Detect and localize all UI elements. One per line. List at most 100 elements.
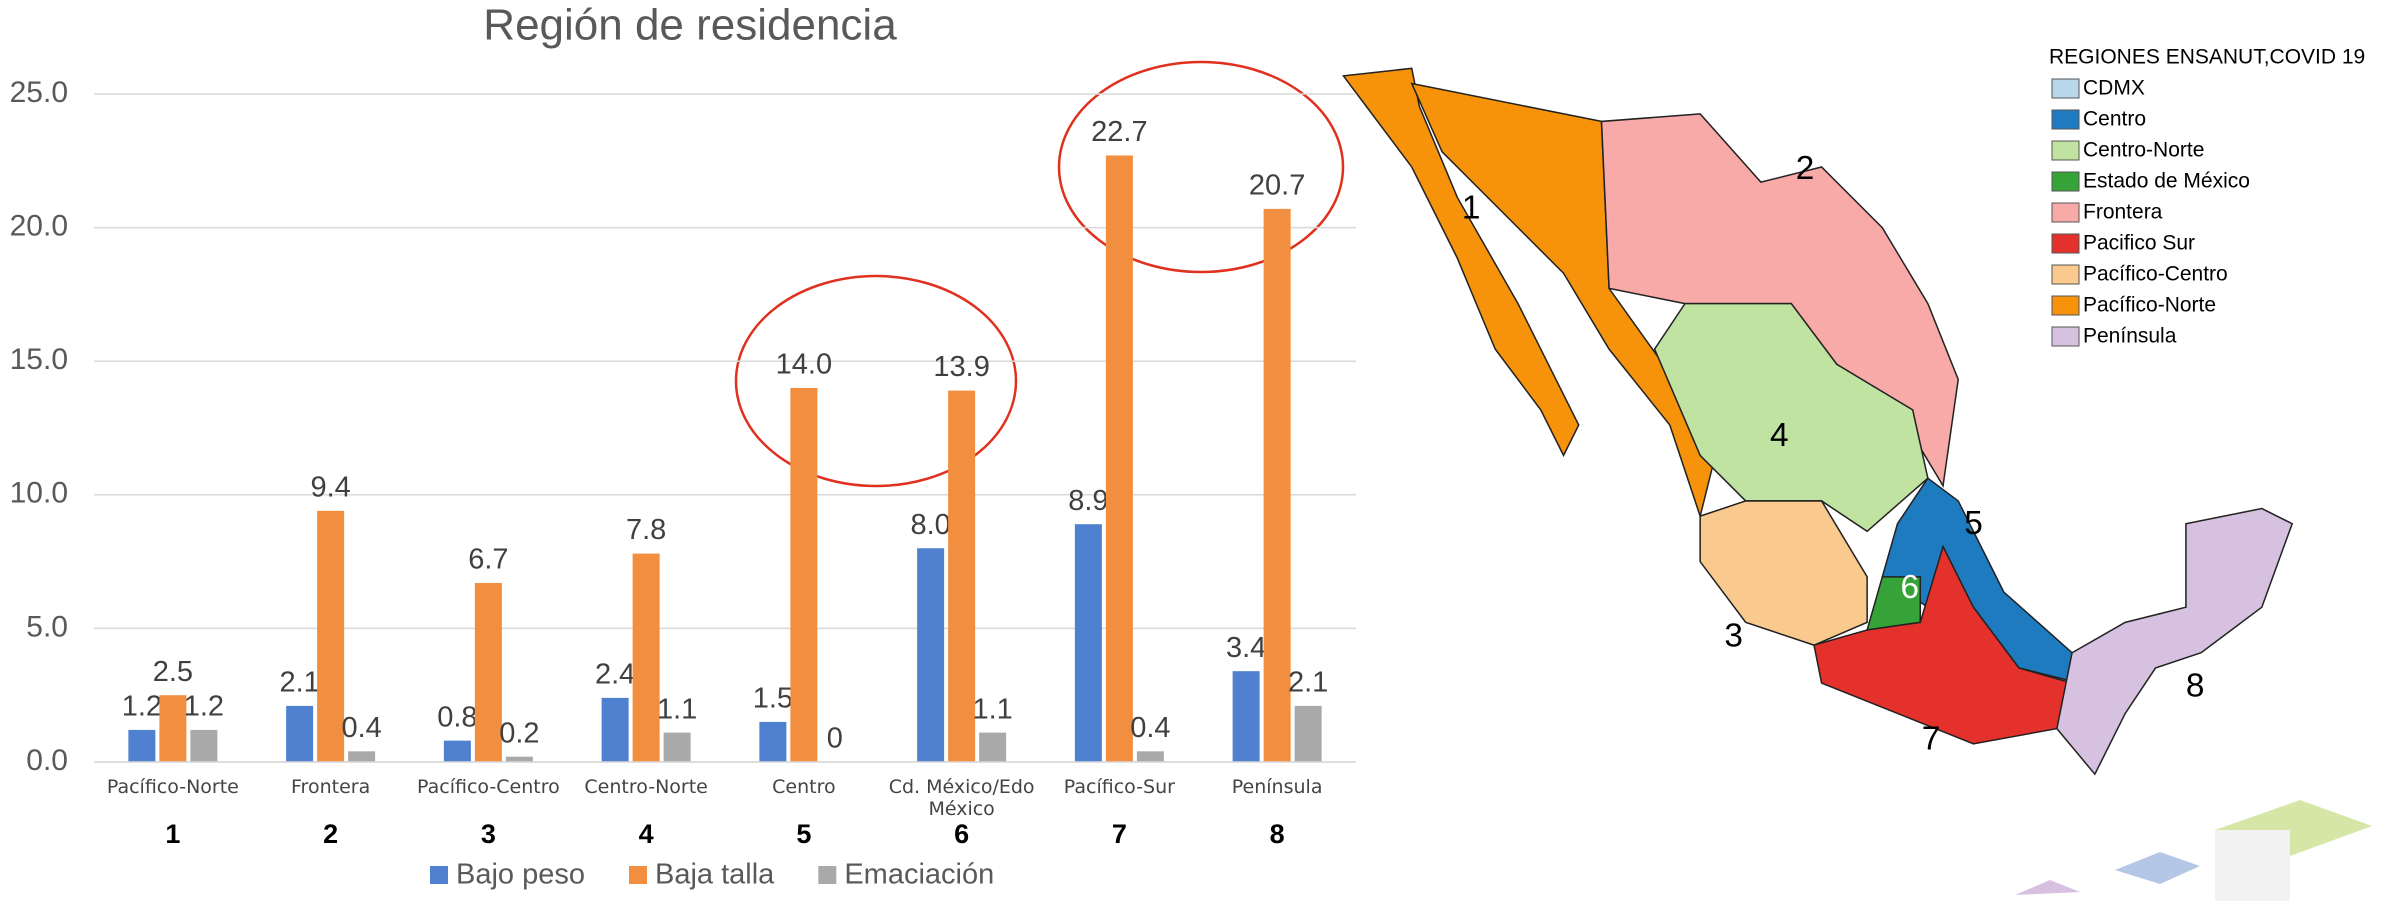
bar xyxy=(474,582,502,762)
value-label: 1.1 xyxy=(657,693,697,725)
region-pacifico-centro xyxy=(1699,500,1868,646)
bar xyxy=(917,548,945,762)
region-peninsula xyxy=(2056,507,2294,776)
category-number: 6 xyxy=(954,819,969,849)
category-number: 2 xyxy=(323,819,338,849)
value-label: 9.4 xyxy=(310,471,350,503)
value-label: 2.5 xyxy=(153,656,193,688)
bar xyxy=(632,553,660,762)
bar xyxy=(1232,671,1260,762)
map-legend-swatch xyxy=(2051,295,2080,316)
bar xyxy=(1074,524,1102,762)
region-pacifico-norte xyxy=(1342,67,1580,458)
value-label: 1.2 xyxy=(184,691,224,723)
value-label: 0.8 xyxy=(437,701,477,733)
map-legend-swatch xyxy=(2051,140,2080,161)
bar xyxy=(190,729,218,762)
map-legend-swatch xyxy=(2051,233,2080,254)
value-label: 14.0 xyxy=(776,349,832,381)
legend-label: Baja talla xyxy=(655,859,775,891)
category-number: 1 xyxy=(165,819,180,849)
value-label: 20.7 xyxy=(1249,170,1305,202)
bar xyxy=(790,387,818,762)
bar xyxy=(759,721,787,762)
x-tick-label: Cd. México/Edo México xyxy=(888,776,1035,820)
value-label: 8.0 xyxy=(910,509,950,541)
highlight-circle xyxy=(1057,60,1345,274)
bar xyxy=(979,732,1007,762)
highlight-circle xyxy=(734,274,1018,488)
value-label: 6.7 xyxy=(468,544,508,576)
x-tick-label-box: Pacífico-Sur xyxy=(1064,776,1175,798)
region-labels: 1 2 3 4 5 6 7 8 xyxy=(1462,150,2205,758)
region-number: 6 xyxy=(1901,569,1920,606)
map-legend-swatch xyxy=(2051,171,2080,192)
value-label: 7.8 xyxy=(626,514,666,546)
category-number: 7 xyxy=(1112,819,1127,849)
x-tick-label: Centro-Norte xyxy=(584,776,708,798)
bar xyxy=(443,740,471,762)
y-tick-label: 10.0 xyxy=(10,477,68,510)
map-legend-label: Pacífico-Centro xyxy=(2083,263,2228,286)
x-tick-label: Centro xyxy=(772,776,836,798)
map-legend-swatch xyxy=(2051,202,2080,223)
value-label: 0 xyxy=(827,723,843,755)
value-label: 3.4 xyxy=(1226,632,1266,664)
region-number: 7 xyxy=(1922,721,1941,758)
bar xyxy=(505,756,533,762)
bar xyxy=(1105,155,1133,762)
y-tick-label: 25.0 xyxy=(10,76,68,109)
map-legend-label: Pacifico Sur xyxy=(2083,232,2195,255)
bar xyxy=(948,390,976,762)
region-number: 5 xyxy=(1964,505,1983,542)
value-label: 0.4 xyxy=(1130,712,1170,744)
map-legend-label: Estado de México xyxy=(2083,170,2250,193)
x-tick-label-box: Cd. México/Edo México xyxy=(888,776,1035,820)
region-number: 4 xyxy=(1770,417,1789,454)
bar xyxy=(1294,705,1322,762)
map: 1 2 3 4 5 6 7 8 xyxy=(1342,67,2294,776)
map-legend-label: Centro-Norte xyxy=(2083,139,2204,162)
value-label: 2.1 xyxy=(279,667,319,699)
x-tick-label-box: Centro-Norte xyxy=(584,776,708,798)
map-legend-title: REGIONES ENSANUT,COVID 19 xyxy=(2049,46,2365,69)
category-number: 8 xyxy=(1270,819,1285,849)
region-number: 3 xyxy=(1724,617,1743,654)
bar xyxy=(601,697,629,762)
region-number: 1 xyxy=(1462,189,1481,226)
value-label: 0.4 xyxy=(341,712,381,744)
bar xyxy=(1136,751,1164,762)
value-label: 1.1 xyxy=(972,693,1012,725)
legend-swatch xyxy=(629,866,647,884)
legend-label: Bajo peso xyxy=(456,859,585,891)
map-legend-swatch xyxy=(2051,78,2080,99)
bar xyxy=(317,510,345,762)
value-label: 1.5 xyxy=(753,683,793,715)
y-tick-label: 0.0 xyxy=(26,744,68,777)
value-label: 22.7 xyxy=(1091,116,1147,148)
bar xyxy=(128,729,156,762)
region-number: 2 xyxy=(1796,150,1815,187)
y-tick-label: 5.0 xyxy=(26,610,68,643)
legend-swatch xyxy=(818,866,837,884)
bar xyxy=(1263,208,1291,762)
x-tick-label: Frontera xyxy=(291,776,371,798)
value-label: 0.2 xyxy=(499,717,539,749)
region-centro-norte xyxy=(1653,302,1929,533)
map-legend-swatch xyxy=(2051,264,2080,285)
bar xyxy=(348,751,376,762)
chart-title: Región de residencia xyxy=(483,1,897,50)
y-tick-label: 15.0 xyxy=(10,343,68,376)
y-tick-label: 20.0 xyxy=(10,210,68,243)
region-pacifico-sur xyxy=(1813,544,2074,745)
bar xyxy=(159,695,187,762)
value-label: 1.2 xyxy=(122,691,162,723)
x-tick-label: Pacífico-Norte xyxy=(106,776,239,798)
x-tick-label-box: Península xyxy=(1231,776,1323,798)
map-legend-label: Frontera xyxy=(2083,201,2163,224)
decoration xyxy=(2015,800,2372,901)
map-legend-swatch xyxy=(2051,326,2080,347)
category-number: 4 xyxy=(639,819,654,849)
map-legend-label: Península xyxy=(2083,325,2177,348)
x-tick-label: Península xyxy=(1231,776,1323,798)
